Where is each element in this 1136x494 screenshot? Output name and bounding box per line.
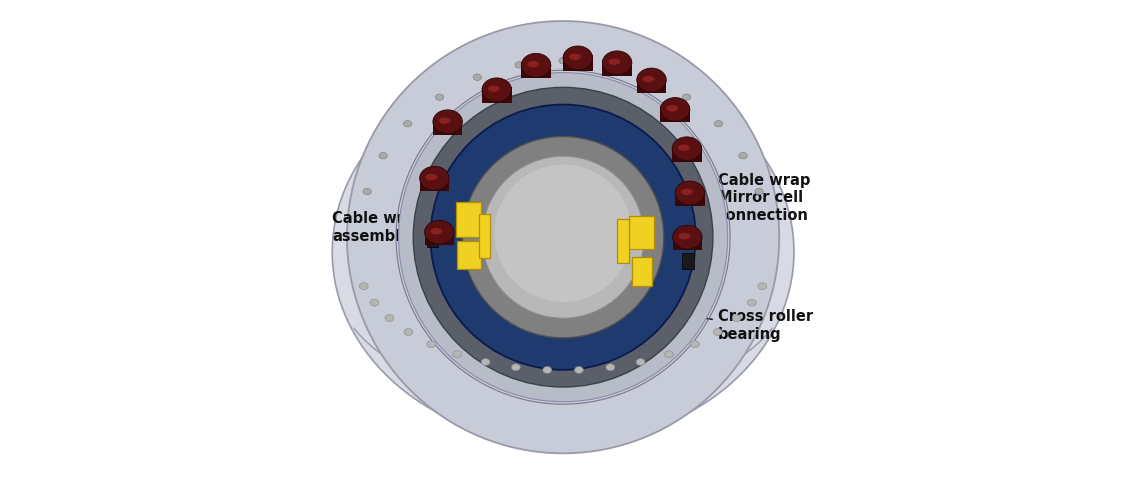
Ellipse shape	[758, 283, 767, 289]
FancyBboxPatch shape	[617, 219, 629, 263]
Ellipse shape	[675, 181, 704, 205]
Ellipse shape	[755, 188, 763, 195]
Ellipse shape	[569, 53, 580, 60]
Ellipse shape	[494, 165, 632, 302]
FancyBboxPatch shape	[433, 119, 462, 135]
Ellipse shape	[637, 68, 666, 92]
Ellipse shape	[474, 74, 482, 81]
Ellipse shape	[691, 341, 700, 348]
Ellipse shape	[602, 51, 632, 75]
Text: Tape encoder: Tape encoder	[467, 269, 578, 365]
Ellipse shape	[515, 62, 524, 68]
Ellipse shape	[435, 94, 444, 100]
Ellipse shape	[683, 94, 691, 100]
FancyBboxPatch shape	[660, 106, 690, 123]
Ellipse shape	[431, 105, 695, 370]
FancyBboxPatch shape	[563, 55, 593, 71]
FancyBboxPatch shape	[632, 257, 652, 287]
Ellipse shape	[521, 53, 551, 77]
Ellipse shape	[431, 105, 695, 370]
FancyBboxPatch shape	[673, 234, 702, 250]
Ellipse shape	[453, 351, 461, 358]
Ellipse shape	[511, 364, 520, 370]
Ellipse shape	[713, 329, 722, 335]
Ellipse shape	[379, 153, 387, 159]
Ellipse shape	[482, 359, 490, 366]
Ellipse shape	[678, 144, 690, 151]
Text: Cable wrap
assembly: Cable wrap assembly	[332, 211, 427, 250]
Ellipse shape	[543, 367, 552, 373]
Ellipse shape	[346, 21, 779, 453]
Ellipse shape	[747, 299, 757, 306]
Ellipse shape	[603, 62, 611, 68]
FancyBboxPatch shape	[458, 241, 481, 269]
Ellipse shape	[431, 228, 442, 235]
Ellipse shape	[680, 189, 693, 195]
Ellipse shape	[426, 174, 437, 180]
Ellipse shape	[660, 98, 690, 122]
FancyBboxPatch shape	[673, 146, 702, 162]
FancyBboxPatch shape	[426, 231, 438, 247]
Ellipse shape	[462, 136, 663, 338]
Ellipse shape	[482, 156, 644, 318]
Ellipse shape	[636, 359, 645, 366]
Ellipse shape	[563, 46, 593, 70]
Ellipse shape	[608, 58, 620, 65]
Ellipse shape	[644, 74, 653, 81]
FancyBboxPatch shape	[637, 77, 666, 93]
Ellipse shape	[575, 367, 584, 373]
FancyBboxPatch shape	[425, 229, 454, 245]
Ellipse shape	[665, 351, 674, 358]
FancyBboxPatch shape	[675, 190, 704, 206]
FancyBboxPatch shape	[629, 216, 654, 249]
Text: Cross roller
bearing: Cross roller bearing	[687, 309, 813, 342]
Ellipse shape	[673, 137, 702, 161]
Ellipse shape	[482, 78, 511, 102]
Ellipse shape	[370, 299, 378, 306]
FancyBboxPatch shape	[683, 253, 694, 269]
Ellipse shape	[559, 57, 567, 64]
Ellipse shape	[359, 283, 368, 289]
Ellipse shape	[385, 315, 394, 322]
Ellipse shape	[733, 315, 741, 322]
FancyBboxPatch shape	[456, 202, 481, 237]
Ellipse shape	[419, 166, 449, 190]
FancyBboxPatch shape	[602, 60, 632, 76]
Ellipse shape	[362, 188, 371, 195]
Ellipse shape	[438, 118, 451, 124]
Ellipse shape	[414, 87, 713, 387]
Ellipse shape	[738, 153, 747, 159]
Ellipse shape	[673, 225, 702, 249]
Ellipse shape	[527, 61, 538, 67]
FancyBboxPatch shape	[482, 86, 511, 103]
Ellipse shape	[605, 364, 615, 370]
Ellipse shape	[403, 121, 412, 127]
Ellipse shape	[399, 73, 728, 402]
Ellipse shape	[678, 233, 691, 239]
Ellipse shape	[715, 121, 722, 127]
Ellipse shape	[404, 329, 412, 335]
Ellipse shape	[425, 220, 454, 244]
FancyBboxPatch shape	[521, 62, 551, 78]
Ellipse shape	[643, 76, 654, 82]
Ellipse shape	[666, 105, 678, 112]
Text: Torque motor: Torque motor	[467, 238, 578, 309]
Ellipse shape	[433, 110, 462, 133]
Ellipse shape	[427, 341, 436, 348]
Ellipse shape	[389, 107, 737, 397]
FancyBboxPatch shape	[419, 175, 449, 191]
Ellipse shape	[462, 136, 663, 338]
Ellipse shape	[414, 87, 713, 387]
FancyBboxPatch shape	[478, 213, 491, 258]
Ellipse shape	[332, 60, 794, 444]
Ellipse shape	[488, 85, 500, 92]
Ellipse shape	[482, 156, 644, 318]
Ellipse shape	[399, 73, 728, 402]
Text: Cable wrap
Mirror cell
connection: Cable wrap Mirror cell connection	[693, 173, 810, 245]
